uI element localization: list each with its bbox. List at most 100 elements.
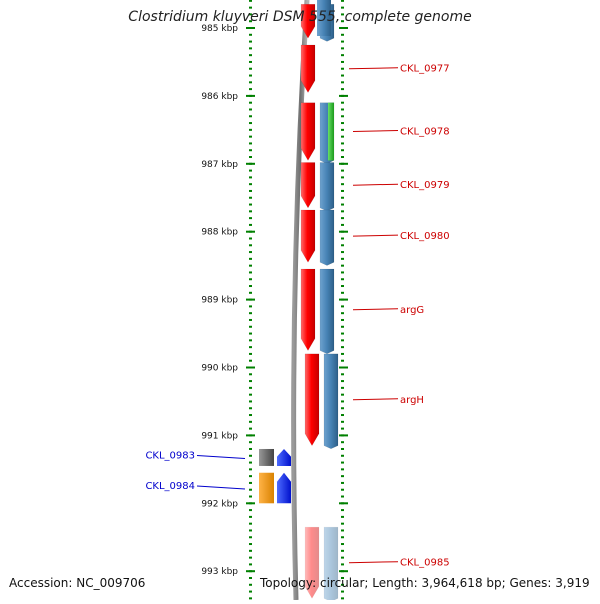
ruler-minor-tick [249,33,252,36]
ruler-major-tick [339,366,348,369]
ruler-minor-tick [341,81,344,84]
ruler-minor-tick [341,271,344,274]
ruler-minor-tick [341,115,344,118]
ruler-minor-tick [249,454,252,457]
ruler-minor-tick [249,128,252,131]
cds-bar[interactable] [319,209,335,266]
gene-arrow[interactable] [300,209,316,263]
ruler-minor-tick [249,522,252,525]
ruler-minor-tick [341,325,344,328]
ruler-minor-tick [341,142,344,145]
gene-leader-line [196,454,246,459]
gene-arrow[interactable] [304,526,320,599]
ruler-minor-tick [249,543,252,546]
ruler-minor-tick [249,529,252,532]
gene-arrow[interactable] [300,162,316,209]
ruler-minor-tick [249,346,252,349]
gene-arrow[interactable] [300,3,316,39]
ruler-minor-tick [249,88,252,91]
gene-arrow[interactable] [300,44,316,94]
ruler-minor-tick [341,407,344,410]
cds-arrow[interactable] [277,448,291,466]
ruler-minor-tick [341,318,344,321]
cds-bar[interactable] [317,0,331,36]
ruler-minor-tick [341,20,344,23]
gene-label[interactable]: CKL_0985 [400,558,450,569]
rna-feature-bar[interactable] [328,102,334,161]
cds-arrow[interactable] [277,472,291,504]
ruler-minor-tick [249,407,252,410]
ruler-minor-tick [249,285,252,288]
ruler-minor-tick [341,0,344,2]
ruler-minor-tick [341,291,344,294]
ruler-minor-tick [249,223,252,226]
gene-label[interactable]: argG [400,305,424,316]
ruler-minor-tick [341,305,344,308]
ruler-minor-tick [249,597,252,600]
ruler-minor-tick [249,217,252,220]
ruler-minor-tick [341,217,344,220]
ruler-minor-tick [341,515,344,518]
gene-bar[interactable] [259,472,274,504]
ruler-minor-tick [341,346,344,349]
ruler-minor-tick [249,427,252,430]
ruler-minor-tick [249,115,252,118]
ruler-label: 988 kbp [201,228,238,238]
ruler-minor-tick [249,237,252,240]
gene-label[interactable]: CKL_0978 [400,127,450,138]
ruler-minor-tick [249,6,252,9]
gene-label[interactable]: CKL_0979 [400,180,450,191]
ruler-minor-tick [249,108,252,111]
cds-bar[interactable] [319,268,335,354]
ruler-minor-tick [249,20,252,23]
ruler-minor-tick [249,400,252,403]
ruler-minor-tick [249,149,252,152]
ruler-minor-tick [249,176,252,179]
ruler-label: 985 kbp [201,24,238,34]
ruler-minor-tick [249,339,252,342]
ruler-minor-tick [249,305,252,308]
gene-bar[interactable] [259,448,274,466]
gene-label[interactable]: CKL_0977 [400,64,450,75]
cds-bar[interactable] [323,353,339,450]
ruler-major-tick [246,366,255,369]
gene-arrow[interactable] [300,102,316,161]
gene-label[interactable]: CKL_0980 [400,231,450,242]
gene-arrow[interactable] [304,353,320,447]
ruler-label: 992 kbp [201,499,238,509]
ruler-minor-tick [249,414,252,417]
sequence-backbone [291,0,310,601]
ruler-major-tick [246,502,255,505]
ruler-minor-tick [249,461,252,464]
gene-tracks [259,0,339,602]
topology-text: Topology: circular; Length: 3,964,618 bp… [260,576,590,590]
gene-label[interactable]: CKL_0983 [145,450,195,461]
ruler-minor-tick [249,373,252,376]
ruler-minor-tick [341,359,344,362]
cds-bar[interactable] [319,162,335,212]
ruler-minor-tick [341,285,344,288]
ruler-minor-tick [249,312,252,315]
ruler-minor-tick [341,393,344,396]
ruler-major-tick [339,162,348,165]
ruler-minor-tick [249,325,252,328]
ruler-minor-tick [341,210,344,213]
ruler-minor-tick [341,400,344,403]
ruler-minor-tick [249,271,252,274]
ruler-minor-tick [249,420,252,423]
ruler-minor-tick [341,251,344,254]
ruler-minor-tick [249,583,252,586]
ruler-minor-tick [249,386,252,389]
ruler-minor-tick [341,332,344,335]
ruler-minor-tick [341,386,344,389]
ruler-major-tick [246,570,255,573]
gene-arrow[interactable] [300,268,316,352]
gene-label[interactable]: CKL_0984 [145,481,195,492]
gene-label[interactable]: argH [400,395,424,406]
ruler-minor-tick [341,47,344,50]
ruler-minor-tick [249,509,252,512]
gene-leader-line [352,183,399,186]
ruler-minor-tick [341,135,344,138]
